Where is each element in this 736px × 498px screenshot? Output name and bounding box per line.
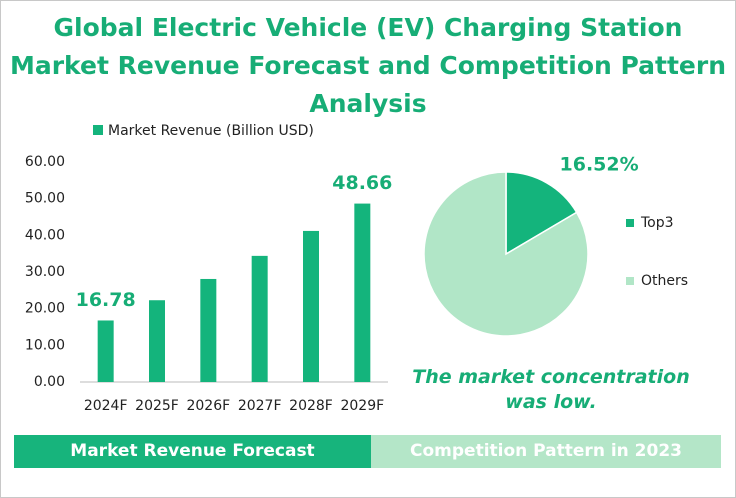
bar: [354, 203, 371, 382]
bar: [97, 320, 114, 382]
legend-label: Top3: [640, 215, 674, 231]
legend-swatch: [626, 277, 634, 285]
y-tick-label: 50.00: [25, 191, 65, 207]
x-tick-label: 2025F: [135, 398, 179, 414]
x-tick-label: 2029F: [340, 398, 384, 414]
bar: [200, 278, 217, 382]
legend-swatch: [93, 125, 103, 135]
x-tick-label: 2026F: [186, 398, 230, 414]
y-tick-label: 30.00: [25, 264, 65, 280]
pie-slice: [505, 171, 578, 256]
legend-label: Market Revenue (Billion USD): [108, 123, 314, 139]
bar: [251, 255, 268, 382]
data-label: 48.66: [332, 172, 392, 194]
data-label: 16.78: [76, 289, 136, 311]
page-title: Global Electric Vehicle (EV) Charging St…: [9, 13, 726, 118]
data-label: 16.52%: [560, 154, 639, 176]
y-tick-label: 0.00: [34, 374, 65, 390]
y-tick-label: 40.00: [25, 227, 65, 243]
x-tick-label: 2028F: [289, 398, 333, 414]
x-tick-label: 2024F: [84, 398, 128, 414]
footer-left: Market Revenue Forecast: [14, 435, 371, 468]
annotation: The market concentration was low.: [412, 366, 690, 413]
y-tick-label: 10.00: [25, 337, 65, 353]
bar: [303, 230, 319, 382]
bar: [149, 300, 165, 382]
legend-swatch: [626, 219, 634, 227]
y-tick-label: 20.00: [25, 301, 65, 317]
pie-slice: [423, 171, 589, 337]
footer-right: Competition Pattern in 2023: [371, 435, 721, 468]
legend-label: Others: [641, 273, 688, 289]
y-tick-label: 60.00: [25, 154, 65, 170]
x-tick-label: 2027F: [238, 398, 282, 414]
